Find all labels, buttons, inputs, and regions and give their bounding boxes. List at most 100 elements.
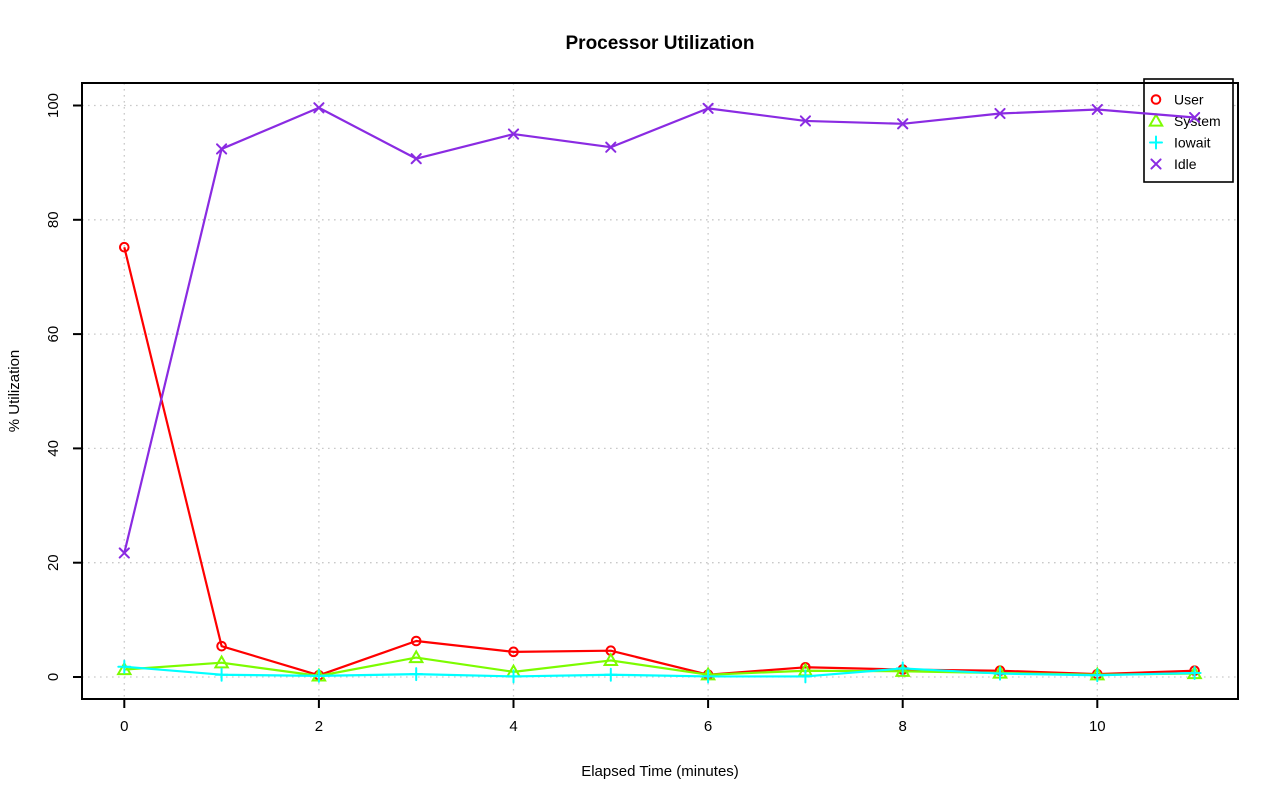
grid-lines bbox=[82, 83, 1238, 699]
legend-label-user: User bbox=[1174, 92, 1204, 108]
data-point-idle bbox=[507, 128, 520, 140]
chart-title: Processor Utilization bbox=[565, 33, 755, 54]
series-line-idle bbox=[123, 106, 1195, 554]
data-point-system bbox=[602, 652, 619, 667]
data-point-iowait bbox=[214, 667, 229, 682]
y-tick-label: 60 bbox=[45, 326, 62, 343]
data-point-iowait bbox=[895, 661, 910, 676]
x-tick-label: 6 bbox=[704, 718, 712, 735]
data-point-system bbox=[408, 649, 425, 664]
data-point-iowait bbox=[409, 667, 424, 682]
data-point-idle bbox=[702, 102, 714, 114]
data-point-idle bbox=[410, 153, 422, 165]
data-point-iowait bbox=[1187, 666, 1202, 680]
data-point-iowait bbox=[603, 667, 618, 682]
data-point-system bbox=[213, 654, 230, 669]
data-point-iowait bbox=[895, 661, 910, 676]
y-tick-label: 40 bbox=[45, 440, 62, 457]
data-point-idle bbox=[1189, 111, 1201, 124]
data-point-user bbox=[410, 635, 422, 647]
x-axis-label: Elapsed Time (minutes) bbox=[581, 763, 739, 780]
data-point-iowait bbox=[701, 669, 716, 684]
data-point-iowait bbox=[993, 666, 1007, 681]
data-point-system bbox=[602, 652, 619, 667]
data-point-system bbox=[408, 649, 425, 664]
y-tick-label: 0 bbox=[45, 673, 62, 681]
data-point-idle bbox=[799, 115, 811, 127]
y-tick-label: 20 bbox=[45, 554, 62, 571]
data-point-iowait bbox=[117, 659, 132, 674]
data-point-idle bbox=[118, 547, 130, 559]
data-point-iowait bbox=[603, 667, 618, 682]
data-point-iowait bbox=[798, 669, 813, 684]
legend-marker-system-icon bbox=[1148, 112, 1164, 127]
data-point-idle bbox=[605, 141, 617, 153]
data-point-idle bbox=[507, 128, 520, 140]
data-point-idle bbox=[1091, 103, 1103, 116]
data-point-idle bbox=[994, 107, 1006, 120]
data-point-idle bbox=[1189, 111, 1201, 124]
data-point-idle bbox=[118, 547, 130, 559]
data-point-user bbox=[216, 640, 227, 652]
data-point-user bbox=[410, 635, 422, 647]
data-point-iowait bbox=[117, 659, 132, 674]
data-point-idle bbox=[216, 143, 228, 155]
data-point-idle bbox=[605, 141, 617, 153]
data-point-user bbox=[508, 646, 519, 658]
data-point-iowait bbox=[311, 668, 326, 683]
series-line-user bbox=[123, 246, 1195, 677]
data-point-iowait bbox=[1187, 666, 1202, 680]
legend-marker-user-icon bbox=[1150, 94, 1162, 105]
data-point-iowait bbox=[798, 669, 813, 684]
data-point-iowait bbox=[214, 667, 229, 682]
data-point-iowait bbox=[1090, 668, 1105, 683]
x-tick-label: 2 bbox=[315, 718, 323, 735]
series-line-iowait bbox=[124, 665, 1195, 678]
data-point-iowait bbox=[1090, 668, 1105, 683]
data-point-user bbox=[119, 241, 130, 253]
data-point-user bbox=[119, 241, 130, 253]
legend-marker-system-icon bbox=[1148, 112, 1164, 127]
data-point-system bbox=[894, 663, 911, 677]
data-point-idle bbox=[897, 118, 909, 130]
data-point-iowait bbox=[701, 669, 716, 684]
data-point-system bbox=[894, 663, 911, 677]
data-point-iowait bbox=[506, 669, 521, 684]
x-tick-label: 0 bbox=[120, 718, 128, 735]
data-point-iowait bbox=[506, 669, 521, 684]
data-point-user bbox=[216, 640, 227, 652]
data-point-iowait bbox=[993, 666, 1007, 681]
legend-label-iowait: Iowait bbox=[1174, 135, 1211, 151]
data-point-system bbox=[116, 661, 133, 676]
data-point-idle bbox=[1091, 103, 1103, 116]
x-tick-label: 10 bbox=[1089, 718, 1106, 735]
axis-ticks bbox=[73, 104, 1099, 708]
plot-box bbox=[81, 82, 1239, 700]
y-tick-label: 80 bbox=[45, 211, 62, 228]
legend-marker-idle-icon bbox=[1150, 158, 1162, 170]
x-tick-label: 8 bbox=[899, 718, 907, 735]
data-point-idle bbox=[994, 107, 1006, 120]
data-point-idle bbox=[216, 143, 228, 155]
data-point-user bbox=[508, 646, 519, 658]
data-point-idle bbox=[313, 102, 325, 114]
data-point-idle bbox=[799, 115, 811, 127]
data-point-idle bbox=[897, 118, 909, 130]
legend-marker-user-icon bbox=[1150, 94, 1162, 105]
legend-marker-idle-icon bbox=[1150, 158, 1162, 170]
data-point-iowait bbox=[409, 667, 424, 682]
y-tick-label: 100 bbox=[45, 93, 62, 118]
x-tick-label: 4 bbox=[509, 718, 517, 735]
data-point-idle bbox=[313, 102, 325, 114]
legend-marker-iowait-icon bbox=[1149, 135, 1163, 150]
data-point-system bbox=[213, 654, 230, 669]
data-point-idle bbox=[410, 153, 422, 165]
legend-label-idle: Idle bbox=[1174, 156, 1197, 172]
data-point-idle bbox=[702, 102, 714, 114]
legend-marker-iowait-icon bbox=[1149, 135, 1163, 150]
data-point-system bbox=[116, 661, 133, 676]
